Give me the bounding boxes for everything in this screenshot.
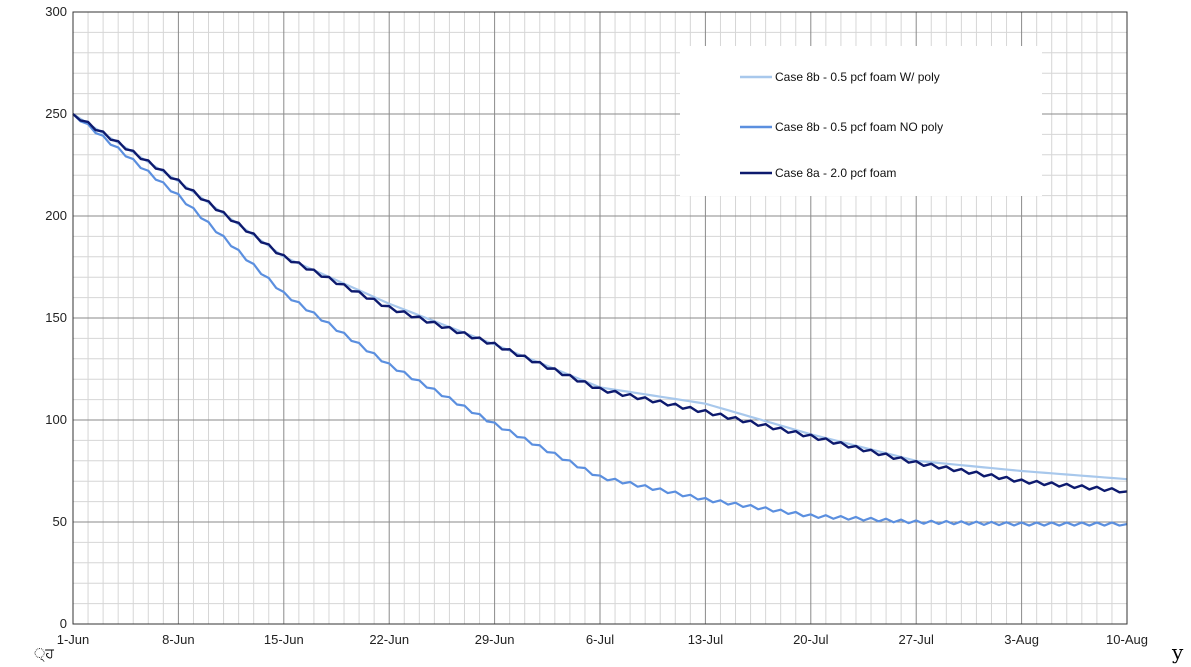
y-tick-label: 300 [45, 4, 67, 19]
plot-border [72, 11, 1128, 625]
x-tick-label: 15-Jun [264, 632, 304, 647]
x-tick-label: 22-Jun [369, 632, 409, 647]
y-tick-label: 250 [45, 106, 67, 121]
x-tick-label: 27-Jul [898, 632, 934, 647]
y-tick-label: 150 [45, 310, 67, 325]
x-tick-label: 10-Aug [1106, 632, 1148, 647]
stray-mark-right: y [1172, 640, 1184, 664]
x-tick-label: 20-Jul [793, 632, 829, 647]
y-tick-label: 200 [45, 208, 67, 223]
stray-mark-left: ੍ਹ [34, 646, 54, 662]
x-tick-label: 1-Jun [57, 632, 90, 647]
legend-box [680, 46, 1042, 196]
x-tick-label: 29-Jun [475, 632, 515, 647]
y-tick-label: 0 [60, 616, 67, 631]
legend-label: Case 8a - 2.0 pcf foam [775, 166, 896, 180]
x-axis-tick-labels: 1-Jun 8-Jun 15-Jun 22-Jun 29-Jun 6-Jul 13-Jul 2… [57, 632, 1148, 647]
series-lines [72, 113, 1128, 527]
legend: Case 8b - 0.5 pcf foam W/ poly Case 8b - … [680, 46, 1042, 196]
legend-label: Case 8b - 0.5 pcf foam NO poly [775, 120, 943, 134]
y-tick-label: 50 [53, 514, 67, 529]
y-tick-label: 100 [45, 412, 67, 427]
series-line [72, 113, 1128, 494]
x-tick-label: 13-Jul [688, 632, 724, 647]
legend-label: Case 8b - 0.5 pcf foam W/ poly [775, 70, 940, 84]
x-tick-label: 6-Jul [586, 632, 614, 647]
x-tick-label: 8-Jun [162, 632, 195, 647]
series-line [72, 113, 1128, 527]
x-tick-label: 3-Aug [1004, 632, 1039, 647]
y-axis-tick-labels: 0 50 100 150 200 250 300 [45, 4, 67, 631]
